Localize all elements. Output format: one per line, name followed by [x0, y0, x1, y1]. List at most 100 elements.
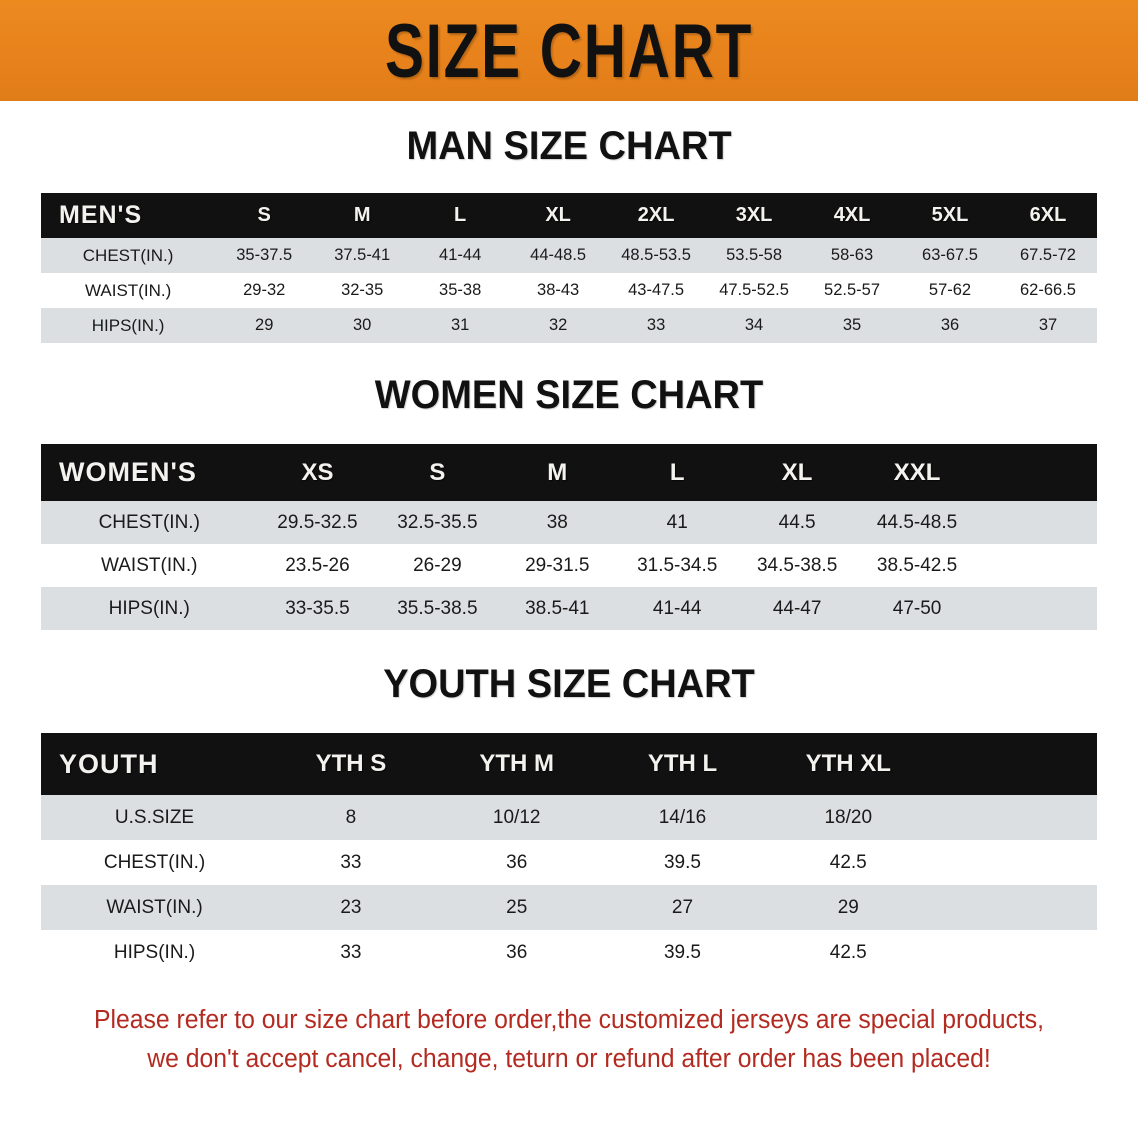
footer-line-1: Please refer to our size chart before or… [93, 1006, 1045, 1034]
women-cell: 23.5-26 [285, 554, 350, 576]
man-size-table: MEN'S S M L XL 2XL 3XL 4XL 5XL 6XL CHEST(IN.) 35-3… [41, 193, 1097, 343]
man-cell: 32 [548, 316, 568, 334]
women-cell: 38 [546, 511, 568, 533]
women-cell [977, 544, 1097, 587]
table-row: CHEST(IN.) 29.5-32.5 32.5-35.5 38 41 44.5 44.5… [41, 501, 1097, 544]
youth-cell: 27 [671, 896, 694, 918]
page-banner: SIZE CHART [0, 0, 1138, 101]
women-cell: 33-35.5 [285, 597, 350, 619]
man-table-body: CHEST(IN.) 35-37.5 37.5-41 41-44 44-48.5 48.5… [41, 238, 1097, 343]
man-cell: 48.5-53.5 [621, 246, 691, 264]
women-table-body: CHEST(IN.) 29.5-32.5 32.5-35.5 38 41 44.5 44.5… [41, 501, 1097, 630]
women-row-label: WAIST(IN.) [101, 554, 198, 576]
women-size-table-container: WOMEN'S XS S M L XL XXL CHEST(IN.) 29.5-32.5 32.… [41, 444, 1097, 630]
man-size-header-6xl: 6XL [1029, 204, 1067, 226]
women-size-header-xl: XL [781, 458, 813, 486]
youth-cell: 29 [837, 896, 859, 918]
youth-cell: 33 [340, 851, 362, 873]
youth-cell: 23 [340, 896, 362, 918]
man-cell: 43-47.5 [628, 281, 685, 299]
women-section-title: WOMEN SIZE CHART [374, 373, 764, 417]
table-row: HIPS(IN.) 33-35.5 35.5-38.5 38.5-41 41-44 44-… [41, 587, 1097, 630]
women-size-table: WOMEN'S XS S M L XL XXL CHEST(IN.) 29.5-32.5 32.… [41, 444, 1097, 630]
women-cell: 32.5-35.5 [397, 511, 478, 533]
youth-table-head: YOUTH YTH S YTH M YTH L YTH XL [41, 733, 1097, 795]
women-cell: 44-47 [772, 597, 822, 619]
man-cell: 41-44 [439, 246, 482, 264]
youth-row-label: U.S.SIZE [114, 806, 195, 828]
table-row: U.S.SIZE 8 10/12 14/16 18/20 [41, 795, 1097, 840]
man-row-label: WAIST(IN.) [84, 280, 172, 300]
man-cell: 38-43 [537, 281, 580, 299]
man-cell: 35-37.5 [236, 246, 293, 264]
youth-cell [931, 840, 1097, 885]
women-cell: 29.5-32.5 [277, 511, 358, 533]
youth-cell: 14/16 [658, 806, 707, 828]
women-size-header-xs: XS [301, 458, 334, 486]
man-cell: 63-67.5 [922, 246, 978, 264]
man-cell: 33 [646, 316, 666, 334]
women-cell: 29-31.5 [525, 554, 590, 576]
women-header-row: WOMEN'S XS S M L XL XXL [41, 444, 1097, 501]
man-cell: 52.5-57 [824, 281, 881, 299]
youth-table-body: U.S.SIZE 8 10/12 14/16 18/20 CHEST(IN.) 33 36 39… [41, 795, 1097, 975]
man-size-header-l: L [454, 204, 467, 226]
youth-cell: 10/12 [492, 806, 541, 828]
youth-table-corner-label: YOUTH [59, 748, 159, 779]
table-row: CHEST(IN.) 33 36 39.5 42.5 [41, 840, 1097, 885]
women-size-header-l: L [669, 458, 685, 486]
women-cell: 26-29 [413, 554, 462, 576]
man-cell: 58-63 [830, 246, 874, 264]
youth-cell [931, 795, 1097, 840]
youth-size-table: YOUTH YTH S YTH M YTH L YTH XL U.S.SIZE 8 10/1… [41, 733, 1097, 975]
women-cell: 38.5-42.5 [876, 554, 958, 576]
table-row: HIPS(IN.) 29 30 31 32 33 34 35 36 37 [41, 308, 1097, 343]
youth-header-row: YOUTH YTH S YTH M YTH L YTH XL [41, 733, 1097, 795]
women-cell: 44.5-48.5 [876, 511, 958, 533]
women-size-header-m: M [547, 458, 568, 486]
man-table-head: MEN'S S M L XL 2XL 3XL 4XL 5XL 6XL [41, 193, 1097, 238]
man-size-header-xl: XL [545, 204, 571, 226]
women-cell [977, 501, 1097, 544]
man-cell: 31 [450, 316, 470, 334]
man-size-header-s: S [257, 204, 271, 226]
page-title: SIZE CHART [384, 7, 754, 94]
youth-cell: 8 [345, 806, 357, 828]
man-cell: 62-66.5 [1020, 281, 1076, 299]
man-cell: 34 [744, 316, 764, 334]
man-cell: 29-32 [243, 281, 286, 299]
women-cell: 47-50 [892, 597, 942, 619]
man-cell: 37 [1038, 316, 1058, 334]
women-table-head: WOMEN'S XS S M L XL XXL [41, 444, 1097, 501]
youth-row-label: WAIST(IN.) [106, 896, 203, 918]
man-cell: 53.5-58 [726, 246, 783, 264]
man-size-header-2xl: 2XL [637, 204, 675, 226]
youth-cell: 18/20 [824, 806, 873, 828]
youth-cell [931, 885, 1097, 930]
youth-cell: 33 [340, 941, 362, 963]
man-size-header-4xl: 4XL [833, 204, 871, 226]
man-table-corner-label: MEN'S [59, 201, 143, 229]
youth-cell: 36 [506, 851, 528, 873]
man-size-header-5xl: 5XL [931, 204, 969, 226]
man-size-header-m: M [353, 204, 371, 226]
youth-size-header-empty-4 [931, 733, 1097, 795]
youth-size-table-container: YOUTH YTH S YTH M YTH L YTH XL U.S.SIZE 8 10/1… [41, 733, 1097, 975]
women-cell: 38.5-41 [525, 597, 590, 619]
youth-cell: 25 [506, 896, 528, 918]
man-cell: 32-35 [341, 281, 384, 299]
youth-section-title: YOUTH SIZE CHART [383, 662, 755, 706]
women-size-header-xxl: XXL [893, 458, 941, 486]
table-row: WAIST(IN.) 23.5-26 26-29 29-31.5 31.5-34.5 34… [41, 544, 1097, 587]
man-cell: 44-48.5 [530, 246, 587, 264]
youth-cell [931, 930, 1097, 975]
man-size-table-container: MEN'S S M L XL 2XL 3XL 4XL 5XL 6XL CHEST(IN.) 35-3… [41, 193, 1097, 343]
youth-row-label: HIPS(IN.) [113, 941, 196, 963]
man-cell: 57-62 [928, 281, 972, 299]
man-cell: 35-38 [439, 281, 482, 299]
women-row-label: CHEST(IN.) [98, 511, 200, 533]
man-cell: 67.5-72 [1020, 246, 1076, 264]
man-cell: 36 [940, 316, 960, 334]
man-cell: 47.5-52.5 [719, 281, 789, 299]
